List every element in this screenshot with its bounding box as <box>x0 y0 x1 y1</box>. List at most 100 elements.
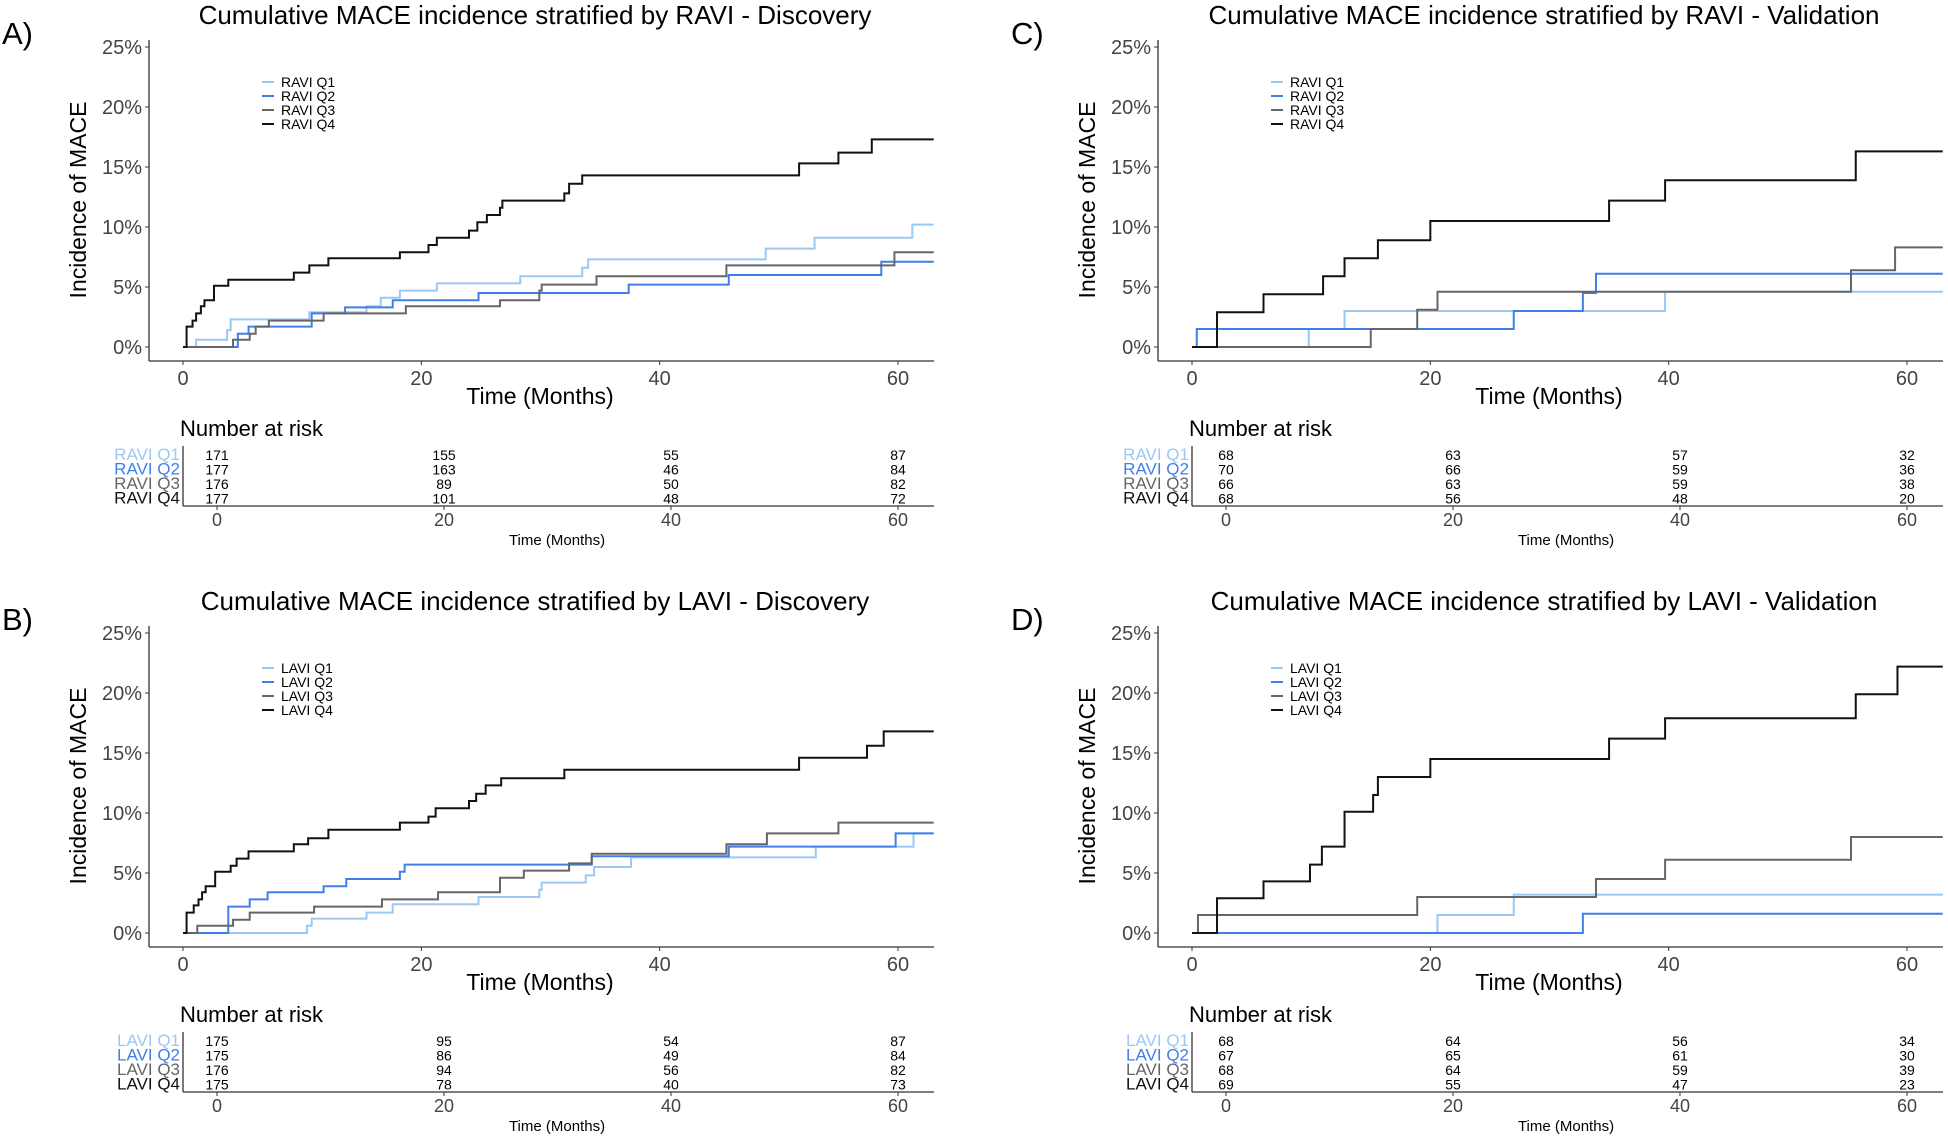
risk-count: 68 <box>1218 447 1234 463</box>
y-tick-label: 0% <box>113 337 142 359</box>
risk-count: 48 <box>1672 491 1688 507</box>
risk-count: 46 <box>663 462 679 478</box>
y-tick-label: 10% <box>1111 803 1151 825</box>
y-axis-title: Incidence of MACE <box>65 102 91 299</box>
risk-row-label: LAVI Q1 <box>1126 1031 1189 1050</box>
x-axis-title: Time (Months) <box>1475 383 1622 409</box>
km-curve-q4 <box>183 138 934 348</box>
km-chart: A) Cumulative MACE incidence stratified b… <box>2 0 934 549</box>
risk-count: 68 <box>1218 491 1234 507</box>
risk-count: 63 <box>1445 476 1461 492</box>
km-chart: B) Cumulative MACE incidence stratified b… <box>2 586 934 1135</box>
risk-row-label: LAVI Q3 <box>1126 1060 1189 1079</box>
y-tick-label: 20% <box>1111 97 1151 119</box>
risk-count: 95 <box>436 1033 452 1049</box>
km-curve-q3 <box>1192 246 1943 348</box>
km-curve-q4 <box>1192 150 1943 348</box>
risk-count: 163 <box>432 462 456 478</box>
x-tick-label: 0 <box>177 368 188 390</box>
risk-count: 82 <box>890 1062 906 1078</box>
y-tick-label: 15% <box>102 157 142 179</box>
legend-label: RAVI Q1 <box>281 74 335 90</box>
risk-row-label: LAVI Q4 <box>117 1075 180 1094</box>
risk-count: 82 <box>890 476 906 492</box>
x-tick-label: 60 <box>887 954 909 976</box>
x-tick-label: 0 <box>1186 954 1197 976</box>
risk-count: 68 <box>1218 1062 1234 1078</box>
y-tick-label: 25% <box>1111 623 1151 645</box>
y-tick-label: 0% <box>113 923 142 945</box>
x-tick-label: 60 <box>1896 368 1918 390</box>
legend-label: RAVI Q3 <box>1290 102 1344 118</box>
risk-x-tick-label: 40 <box>1670 1096 1690 1116</box>
legend-label: RAVI Q2 <box>1290 88 1344 104</box>
panel-c-ravi-validation: C) Cumulative MACE incidence stratified b… <box>1009 0 1948 560</box>
risk-x-tick-label: 20 <box>1443 510 1463 530</box>
panel-label: D) <box>1011 602 1044 637</box>
risk-count: 175 <box>205 1077 229 1093</box>
risk-row-label: RAVI Q2 <box>114 460 180 479</box>
risk-count: 175 <box>205 1033 229 1049</box>
risk-table-title: Number at risk <box>1189 416 1333 441</box>
x-tick-label: 0 <box>1186 368 1197 390</box>
risk-count: 67 <box>1218 1048 1234 1064</box>
legend-label: RAVI Q4 <box>281 116 335 132</box>
risk-count: 155 <box>432 447 456 463</box>
risk-x-tick-label: 0 <box>212 1096 222 1116</box>
km-curve-q2 <box>1192 912 1943 934</box>
y-axis-title: Incidence of MACE <box>1074 688 1100 885</box>
risk-count: 49 <box>663 1048 679 1064</box>
risk-count: 50 <box>663 476 679 492</box>
legend-label: LAVI Q1 <box>281 660 333 676</box>
y-tick-label: 5% <box>113 863 142 885</box>
risk-row-label: RAVI Q3 <box>1123 474 1189 493</box>
km-curve-q3 <box>183 821 934 934</box>
risk-count: 177 <box>205 462 229 478</box>
risk-count: 84 <box>890 462 906 478</box>
risk-count: 32 <box>1899 447 1915 463</box>
chart-title: Cumulative MACE incidence stratified by … <box>201 586 870 616</box>
legend-label: LAVI Q4 <box>281 702 333 718</box>
x-tick-label: 20 <box>1419 368 1441 390</box>
risk-count: 84 <box>890 1048 906 1064</box>
risk-row-label: LAVI Q3 <box>117 1060 180 1079</box>
panel-label: B) <box>2 602 33 637</box>
chart-title: Cumulative MACE incidence stratified by … <box>1209 0 1880 30</box>
risk-x-tick-label: 40 <box>661 1096 681 1116</box>
risk-count: 69 <box>1218 1077 1234 1093</box>
risk-x-tick-label: 60 <box>1897 1096 1917 1116</box>
risk-x-tick-label: 60 <box>888 510 908 530</box>
risk-count: 59 <box>1672 1062 1688 1078</box>
km-curve-q2 <box>183 832 934 934</box>
risk-count: 20 <box>1899 491 1915 507</box>
risk-count: 63 <box>1445 447 1461 463</box>
panel-label: C) <box>1011 16 1044 51</box>
risk-count: 57 <box>1672 447 1688 463</box>
panel-label: A) <box>2 16 33 51</box>
km-curve-q1 <box>1192 290 1943 348</box>
x-tick-label: 0 <box>177 954 188 976</box>
risk-x-tick-label: 0 <box>212 510 222 530</box>
risk-table-x-title: Time (Months) <box>509 532 605 549</box>
risk-count: 47 <box>1672 1077 1688 1093</box>
risk-count: 39 <box>1899 1062 1915 1078</box>
y-tick-label: 10% <box>1111 217 1151 239</box>
legend-label: LAVI Q4 <box>1290 702 1342 718</box>
risk-x-tick-label: 20 <box>434 1096 454 1116</box>
risk-table-title: Number at risk <box>180 1002 324 1027</box>
risk-count: 36 <box>1899 462 1915 478</box>
risk-row-label: RAVI Q2 <box>1123 460 1189 479</box>
km-chart: C) Cumulative MACE incidence stratified b… <box>1011 0 1943 549</box>
risk-count: 66 <box>1445 462 1461 478</box>
y-tick-label: 25% <box>102 37 142 59</box>
y-tick-label: 25% <box>1111 37 1151 59</box>
risk-count: 64 <box>1445 1062 1461 1078</box>
risk-x-tick-label: 60 <box>1897 510 1917 530</box>
y-tick-label: 20% <box>1111 683 1151 705</box>
legend-label: RAVI Q1 <box>1290 74 1344 90</box>
legend-label: RAVI Q2 <box>281 88 335 104</box>
y-tick-label: 10% <box>102 803 142 825</box>
x-tick-label: 20 <box>1419 954 1441 976</box>
x-tick-label: 60 <box>1896 954 1918 976</box>
risk-count: 65 <box>1445 1048 1461 1064</box>
